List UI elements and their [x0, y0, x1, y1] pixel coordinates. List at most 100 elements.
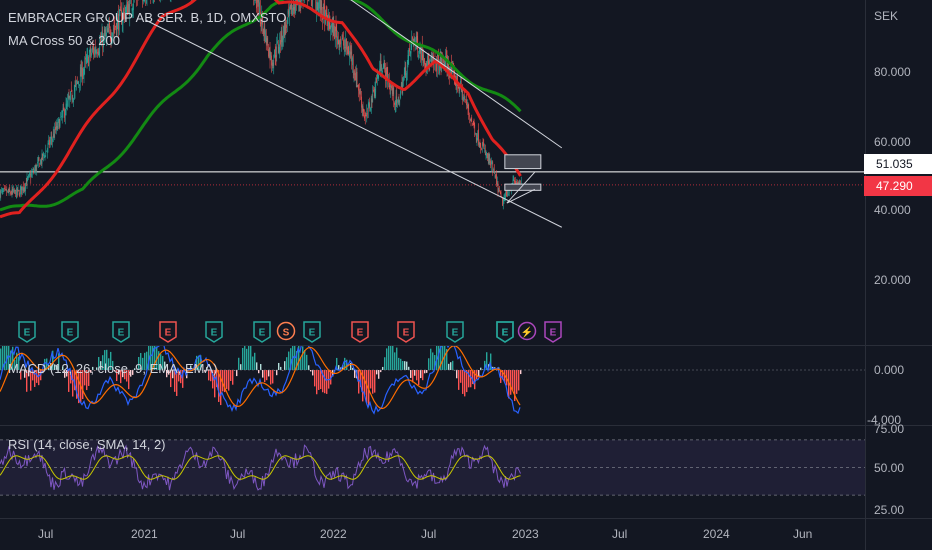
- split-marker-icon[interactable]: [517, 321, 537, 341]
- candle-body: [378, 75, 380, 77]
- earnings-marker-icon[interactable]: [351, 321, 369, 343]
- ma50-line[interactable]: [0, 0, 522, 219]
- candle-body: [93, 48, 95, 54]
- lower-trendline[interactable]: [145, 19, 563, 228]
- macd-histogram-bar: [260, 363, 262, 370]
- earnings-marker-icon[interactable]: [397, 321, 415, 343]
- macd-histogram-bar: [418, 370, 420, 385]
- macd-histogram-bar: [454, 369, 456, 371]
- candle-body: [368, 103, 370, 107]
- time-label-2023: 2023: [512, 527, 539, 541]
- macd-histogram-bar: [0, 348, 2, 370]
- candle-body: [384, 61, 386, 67]
- time-axis[interactable]: Jul 2021 Jul 2022 Jul 2023 Jul 2024 Jun: [38, 527, 812, 541]
- earnings-marker-icon[interactable]: [544, 321, 562, 343]
- macd-histogram-bar: [360, 370, 362, 388]
- candle-body: [281, 30, 283, 43]
- earnings-marker-icon[interactable]: [18, 321, 36, 343]
- ma200-line[interactable]: [0, 0, 522, 212]
- candle-body: [346, 47, 348, 49]
- macd-histogram-bar: [412, 370, 414, 383]
- upper-trendline[interactable]: [282, 0, 563, 149]
- rsi-line[interactable]: [0, 444, 521, 491]
- dividend-marker-icon[interactable]: [276, 321, 296, 341]
- macd-histogram-bar: [170, 370, 172, 388]
- rsi-legend[interactable]: RSI (14, close, SMA, 14, 2): [8, 437, 166, 452]
- rsi-pane[interactable]: [0, 439, 865, 496]
- triangle-pattern[interactable]: [506, 171, 536, 204]
- candle-body: [423, 58, 425, 65]
- candle-body: [86, 55, 88, 63]
- candle-body: [333, 24, 335, 36]
- candle-body: [264, 23, 266, 42]
- candle-body: [406, 62, 408, 75]
- candle-body: [443, 62, 445, 66]
- macd-histogram-bar: [390, 346, 392, 370]
- macd-histogram-bar: [482, 369, 484, 370]
- macd-histogram-bar: [430, 348, 432, 370]
- candle-body: [271, 65, 273, 67]
- candle-body: [373, 89, 374, 92]
- macd-histogram-bar: [278, 362, 280, 370]
- symbol-title[interactable]: EMBRACER GROUP AB SER. B, 1D, OMXSTO: [8, 10, 287, 25]
- candle-body: [15, 190, 17, 197]
- candle-body: [99, 41, 101, 51]
- macd-histogram-bar: [420, 370, 422, 379]
- macd-histogram-bar: [450, 362, 452, 370]
- earnings-marker-icon[interactable]: [159, 321, 177, 343]
- candle-body: [337, 36, 338, 45]
- macd-histogram-bar: [460, 370, 462, 383]
- drawing-tools-layer[interactable]: [145, 0, 563, 228]
- support-box[interactable]: [504, 183, 542, 191]
- candle-body: [26, 177, 28, 185]
- earnings-marker-icon[interactable]: [61, 321, 79, 343]
- price-pane[interactable]: [0, 0, 865, 219]
- candle-body: [70, 91, 71, 100]
- event-marker-label: E: [24, 328, 31, 339]
- candle-body: [74, 85, 76, 92]
- candle-body: [370, 95, 372, 112]
- rsi-ma-line[interactable]: [0, 455, 521, 480]
- candle-body: [56, 126, 58, 129]
- signal-line[interactable]: [0, 346, 521, 410]
- candle-body: [272, 62, 274, 66]
- candle-body: [20, 186, 22, 191]
- candle-body: [412, 39, 414, 44]
- candle-body: [132, 7, 134, 12]
- candle-body: [257, 0, 259, 3]
- candle-body: [466, 103, 468, 107]
- macd-histogram-bar: [288, 351, 290, 370]
- macd-pane[interactable]: [0, 335, 865, 415]
- candle-body: [287, 10, 289, 15]
- candle-body: [122, 11, 124, 23]
- candle-body: [319, 0, 320, 9]
- earnings-marker-icon[interactable]: [446, 321, 464, 343]
- ma-cross-legend[interactable]: MA Cross 50 & 200: [8, 33, 120, 48]
- earnings-marker-icon[interactable]: [205, 321, 223, 343]
- candle-body: [499, 191, 501, 193]
- candle-body: [61, 112, 63, 119]
- candle-body: [343, 44, 345, 49]
- candle-body: [2, 190, 4, 192]
- earnings-marker-icon[interactable]: [496, 321, 514, 343]
- resistance-box[interactable]: [504, 154, 542, 170]
- macd-histogram-bar: [190, 365, 192, 370]
- macd-legend[interactable]: MACD (12, 26, close, 9, EMA, EMA): [8, 361, 218, 376]
- candle-body: [284, 21, 286, 36]
- candle-body: [363, 111, 365, 114]
- candle-body: [427, 55, 429, 64]
- earnings-marker-icon[interactable]: [112, 321, 130, 343]
- candle-body: [10, 192, 11, 194]
- candle-body: [476, 137, 478, 143]
- candle-body: [360, 93, 362, 100]
- macd-histogram-bar: [58, 353, 60, 370]
- macd-histogram-bar: [520, 370, 522, 375]
- candle-body: [112, 29, 114, 32]
- candle-body: [289, 5, 291, 8]
- earnings-marker-icon[interactable]: [253, 321, 271, 343]
- macd-histogram-bar: [424, 370, 426, 374]
- earnings-marker-icon[interactable]: [303, 321, 321, 343]
- candle-body: [35, 164, 37, 171]
- macd-line[interactable]: [0, 341, 521, 415]
